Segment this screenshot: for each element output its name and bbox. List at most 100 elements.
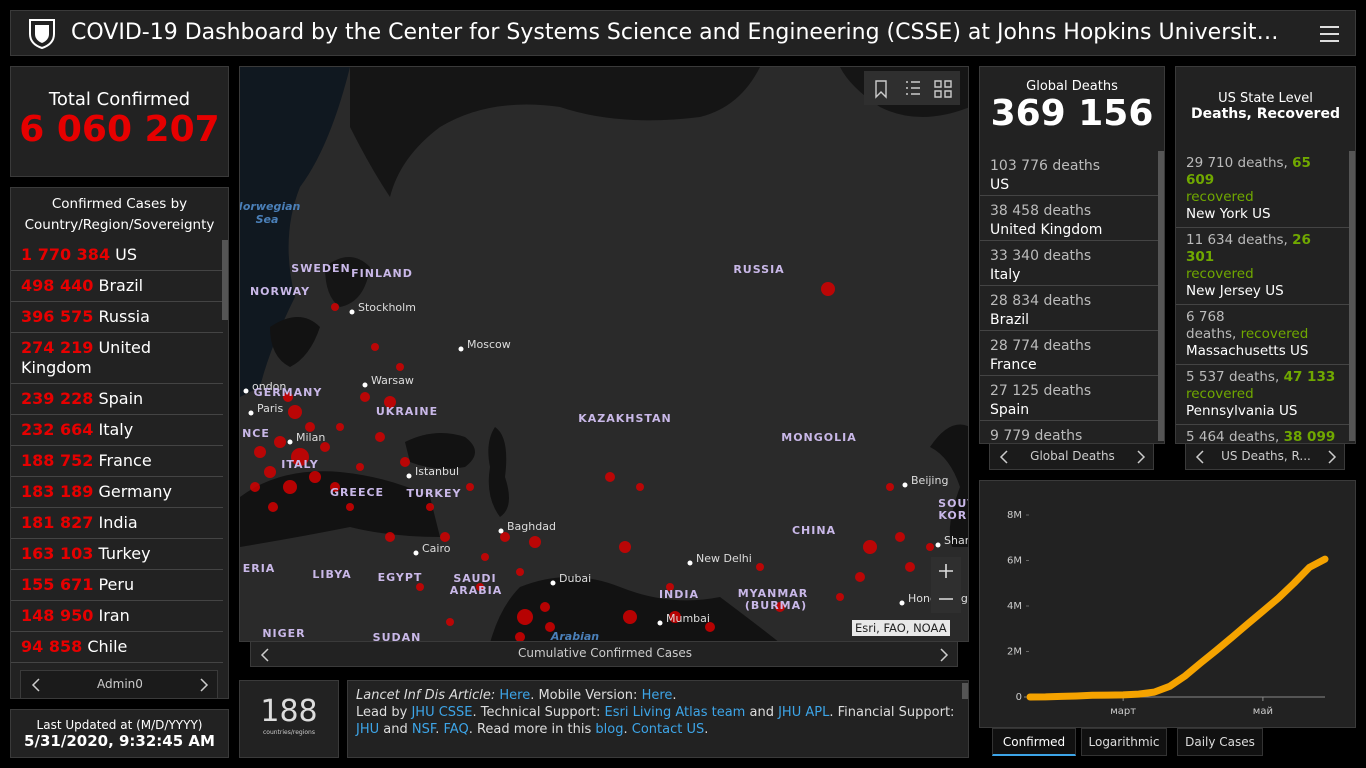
country-row: 148 950 Iran xyxy=(11,601,223,632)
death-place: Brazil xyxy=(990,312,1030,328)
death-unit: deaths xyxy=(1034,428,1083,443)
city-marker xyxy=(413,550,419,556)
y-tick-label: 4M xyxy=(1007,601,1022,612)
state-recovered: 47 133 xyxy=(1283,369,1336,385)
chart-tab[interactable]: Confirmed xyxy=(992,728,1076,756)
case-marker xyxy=(895,532,905,542)
scrollbar xyxy=(1349,151,1355,441)
info-link[interactable]: JHU APL xyxy=(778,705,830,720)
death-row: 9 779 deathsBelgium xyxy=(980,421,1158,443)
chart-tab[interactable]: Logarithmic xyxy=(1081,728,1167,756)
zoom-buttons[interactable] xyxy=(931,557,961,613)
map-label: EGYPT xyxy=(378,571,423,584)
death-count: 103 776 xyxy=(990,158,1048,174)
country-row: 274 219 United Kingdom xyxy=(11,333,223,384)
country-name: Germany xyxy=(98,482,173,501)
global-deaths-list: 103 776 deaths US 38 458 deaths United King… xyxy=(980,151,1158,443)
case-marker xyxy=(274,436,286,448)
state-place: New York US xyxy=(1186,206,1271,222)
country-name: Brazil xyxy=(98,276,144,295)
dashboard-title: COVID-19 Dashboard by the Center for Sys… xyxy=(71,20,1279,45)
info-link[interactable]: Here xyxy=(499,688,531,703)
case-marker xyxy=(540,602,550,612)
pager-arrows[interactable] xyxy=(1186,444,1346,471)
map-label: Mumbai xyxy=(666,612,710,625)
map-label: RUSSIA xyxy=(733,263,784,276)
pager-arrows[interactable] xyxy=(21,671,219,700)
map-label: Shanghai xyxy=(944,534,969,547)
info-text-part: Lancet Inf Dis Article: xyxy=(356,688,500,703)
info-paragraph: Lead by JHU CSSE. Technical Support: Esr… xyxy=(356,704,956,738)
case-marker xyxy=(886,483,894,491)
us-state-list: 29 710 deaths, 65 609 recovered New York U… xyxy=(1176,151,1349,443)
state-recovered-label: recovered xyxy=(1186,386,1254,402)
global-deaths-pager-label: Global Deaths xyxy=(1030,449,1115,463)
country-row: 163 103 Turkey xyxy=(11,539,223,570)
map-label: Norwegian xyxy=(240,200,301,213)
x-tick-label: май xyxy=(1253,706,1273,717)
death-place: United Kingdom xyxy=(990,222,1103,238)
state-row: 11 634 deaths, 26 301 recovered New Jersey… xyxy=(1176,228,1349,305)
total-confirmed-panel: Total Confirmed 6 060 207 xyxy=(10,66,229,177)
us-state-pager-label: US Deaths, R... xyxy=(1221,449,1311,463)
case-marker xyxy=(264,466,276,478)
country-name: Turkey xyxy=(98,544,151,563)
info-link[interactable]: blog xyxy=(595,722,624,737)
global-deaths-value: 369 156 xyxy=(990,93,1154,134)
death-count: 27 125 xyxy=(990,383,1039,399)
pager-arrows[interactable] xyxy=(251,642,959,668)
info-link[interactable]: Here xyxy=(641,688,673,703)
death-unit: deaths xyxy=(1043,383,1092,399)
city-marker xyxy=(899,600,905,606)
info-link[interactable]: JHU xyxy=(356,722,380,737)
last-updated-label: Last Updated at (M/D/YYYY) xyxy=(36,718,203,732)
map-label: Stockholm xyxy=(358,301,416,314)
state-recovered: 38 099 xyxy=(1283,429,1336,443)
death-row: 38 458 deaths United Kingdom xyxy=(980,196,1158,241)
death-count: 28 834 xyxy=(990,293,1039,309)
death-row: 103 776 deaths US xyxy=(980,151,1158,196)
case-marker xyxy=(385,532,395,542)
info-link[interactable]: JHU CSSE xyxy=(411,705,473,720)
pager-arrows[interactable] xyxy=(990,444,1155,471)
info-link[interactable]: Esri Living Atlas team xyxy=(604,705,746,720)
chart-tab[interactable]: Daily Cases xyxy=(1177,728,1263,756)
global-deaths-title: Global Deaths xyxy=(1026,79,1118,94)
info-link[interactable]: NSF xyxy=(411,722,436,737)
case-marker xyxy=(320,442,330,452)
state-deaths: 29 710 deaths, xyxy=(1186,155,1288,171)
us-state-pager: US Deaths, R... xyxy=(1185,443,1345,470)
case-marker xyxy=(855,572,865,582)
country-count: 148 950 xyxy=(21,606,94,625)
state-deaths: 5 537 deaths, xyxy=(1186,369,1280,385)
country-count: 181 827 xyxy=(21,513,94,532)
country-list: 1 770 384 US 498 440 Brazil 396 575 Russia… xyxy=(11,240,223,672)
case-marker xyxy=(515,632,525,641)
case-marker xyxy=(821,282,835,296)
case-marker xyxy=(305,422,315,432)
case-marker xyxy=(330,482,340,492)
map-label: Beijing xyxy=(911,474,948,487)
map-label: UKRAINE xyxy=(376,405,438,418)
scrollbar xyxy=(222,240,228,320)
y-tick-label: 0 xyxy=(1016,692,1022,703)
info-link[interactable]: Contact US xyxy=(631,722,705,737)
map-label: Sea xyxy=(256,213,279,226)
state-recovered-label: recovered xyxy=(1186,189,1254,205)
death-unit: deaths xyxy=(1043,248,1092,264)
map-label: ITALY xyxy=(281,458,319,471)
y-tick-label: 2M xyxy=(1007,647,1022,658)
map-pager-label: Cumulative Confirmed Cases xyxy=(517,646,693,660)
country-count: 94 858 xyxy=(21,637,83,656)
map-tools[interactable] xyxy=(864,71,960,105)
map-label: ondon xyxy=(252,380,286,393)
info-link[interactable]: FAQ xyxy=(443,722,469,737)
menu-button[interactable] xyxy=(1319,24,1341,44)
case-marker xyxy=(775,602,785,612)
map-label: Istanbul xyxy=(415,465,459,478)
case-marker xyxy=(371,343,379,351)
country-row: 396 575 Russia xyxy=(11,302,223,333)
case-marker xyxy=(440,532,450,542)
